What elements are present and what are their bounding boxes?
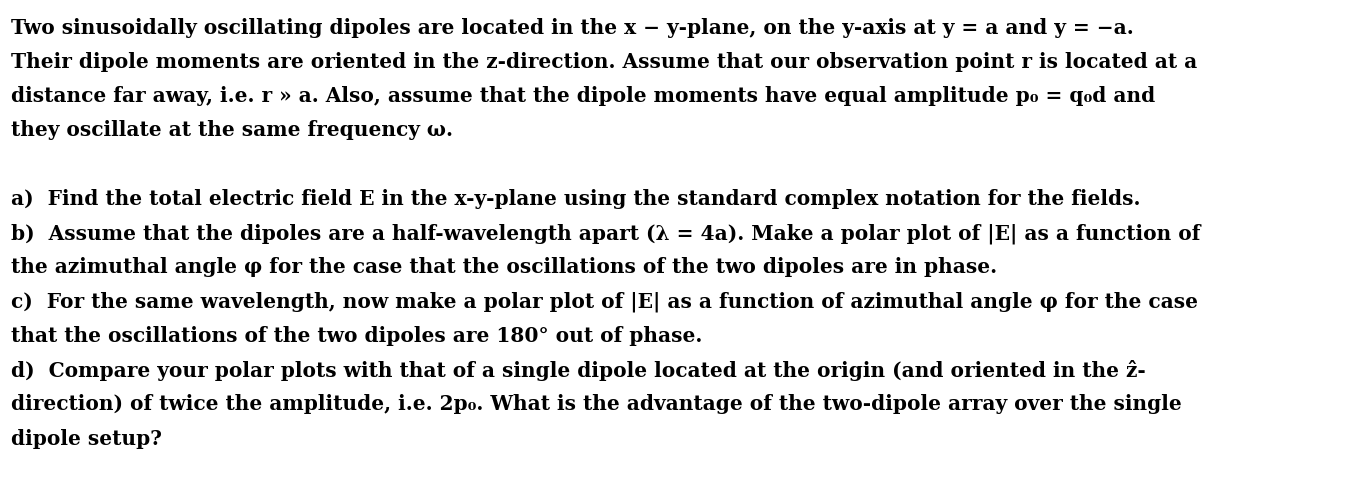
Text: c)  For the same wavelength, now make a polar plot of |E| as a function of azimu: c) For the same wavelength, now make a p… — [11, 292, 1198, 312]
Text: Their dipole moments are oriented in the z-direction. Assume that our observatio: Their dipole moments are oriented in the… — [11, 52, 1197, 72]
Text: d)  Compare your polar plots with that of a single dipole located at the origin : d) Compare your polar plots with that of… — [11, 360, 1145, 381]
Text: they oscillate at the same frequency ω.: they oscillate at the same frequency ω. — [11, 120, 453, 140]
Text: b)  Assume that the dipoles are a half-wavelength apart (λ = 4a). Make a polar p: b) Assume that the dipoles are a half-wa… — [11, 223, 1201, 244]
Text: distance far away, i.e. r » a. Also, assume that the dipole moments have equal a: distance far away, i.e. r » a. Also, ass… — [11, 86, 1155, 106]
Text: that the oscillations of the two dipoles are 180° out of phase.: that the oscillations of the two dipoles… — [11, 326, 702, 346]
Text: Two sinusoidally oscillating dipoles are located in the x − y-plane, on the y-ax: Two sinusoidally oscillating dipoles are… — [11, 18, 1134, 38]
Text: direction) of twice the amplitude, i.e. 2p₀. What is the advantage of the two-di: direction) of twice the amplitude, i.e. … — [11, 394, 1182, 414]
Text: dipole setup?: dipole setup? — [11, 428, 162, 448]
Text: a)  Find the total electric field E in the x-y-plane using the standard complex : a) Find the total electric field E in th… — [11, 189, 1141, 209]
Text: the azimuthal angle φ for the case that the oscillations of the two dipoles are : the azimuthal angle φ for the case that … — [11, 258, 997, 277]
